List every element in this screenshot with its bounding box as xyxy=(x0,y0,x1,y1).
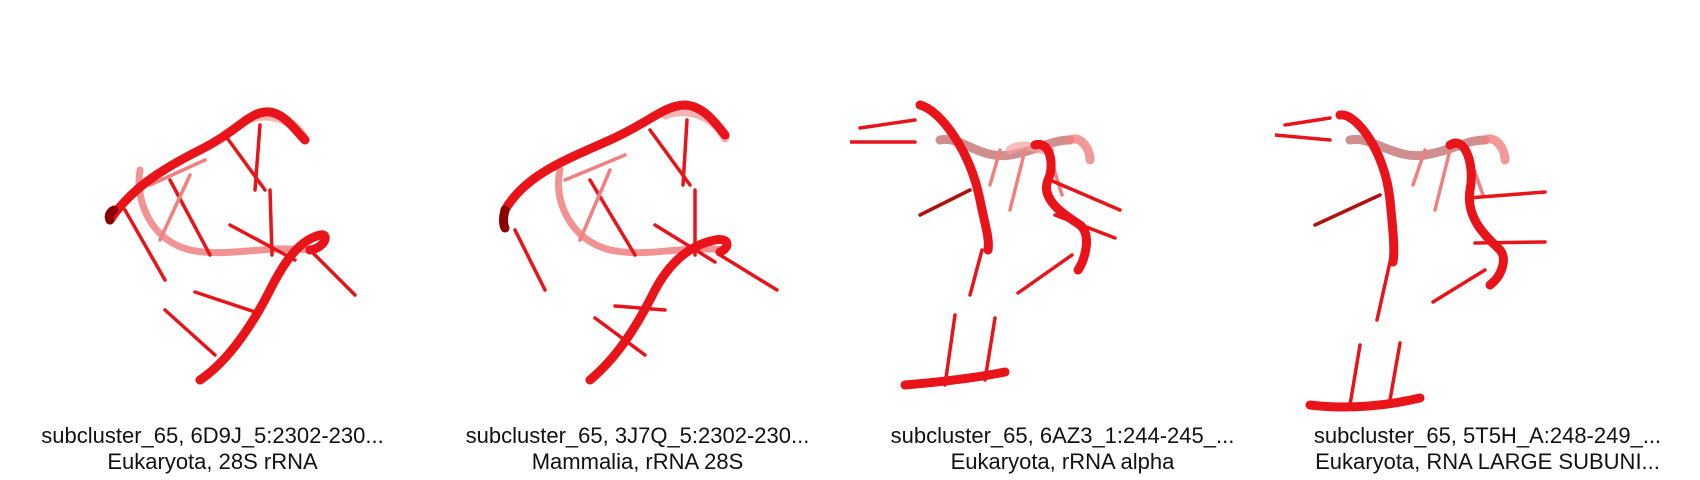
panel-title: subcluster_65, 6AZ3_1:244-245_... xyxy=(890,423,1235,448)
rna-structure-image-3 xyxy=(850,100,1122,390)
structure-panel-3: subcluster_65, 6AZ3_1:244-245_... Eukary… xyxy=(850,0,1275,480)
panel-title: subcluster_65, 3J7Q_5:2302-230... xyxy=(465,423,810,448)
panel-title: subcluster_65, 5T5H_A:248-249_... xyxy=(1313,423,1662,448)
structure-panel-1: subcluster_65, 6D9J_5:2302-230... Eukary… xyxy=(0,0,425,480)
panel-subtitle: Mammalia, rRNA 28S xyxy=(531,449,744,474)
panel-subtitle: Eukaryota, 28S rRNA xyxy=(107,449,318,474)
rna-structure-image-2 xyxy=(499,100,779,385)
structure-panel-2: subcluster_65, 3J7Q_5:2302-230... Mammal… xyxy=(425,0,850,480)
panel-subtitle: Eukaryota, rRNA alpha xyxy=(950,449,1175,474)
panel-title: subcluster_65, 6D9J_5:2302-230... xyxy=(41,423,384,448)
rna-structure-image-4 xyxy=(1275,110,1547,412)
structure-panel-4: subcluster_65, 5T5H_A:248-249_... Eukary… xyxy=(1275,0,1700,480)
panel-subtitle: Eukaryota, RNA LARGE SUBUNI... xyxy=(1315,449,1660,474)
rna-structure-image-1 xyxy=(104,107,357,385)
